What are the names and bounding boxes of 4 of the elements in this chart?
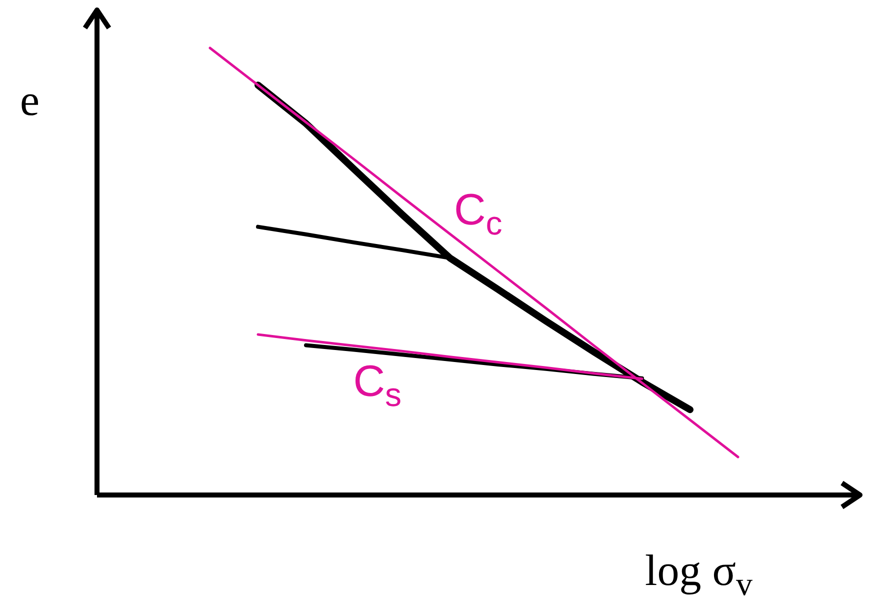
series-label: C$_{c}$ (454, 186, 502, 242)
series-label: C$_{s}$ (353, 356, 402, 413)
x-axis-title: log σ$_{v}$ (645, 546, 753, 600)
y-axis-title: e (20, 76, 40, 125)
